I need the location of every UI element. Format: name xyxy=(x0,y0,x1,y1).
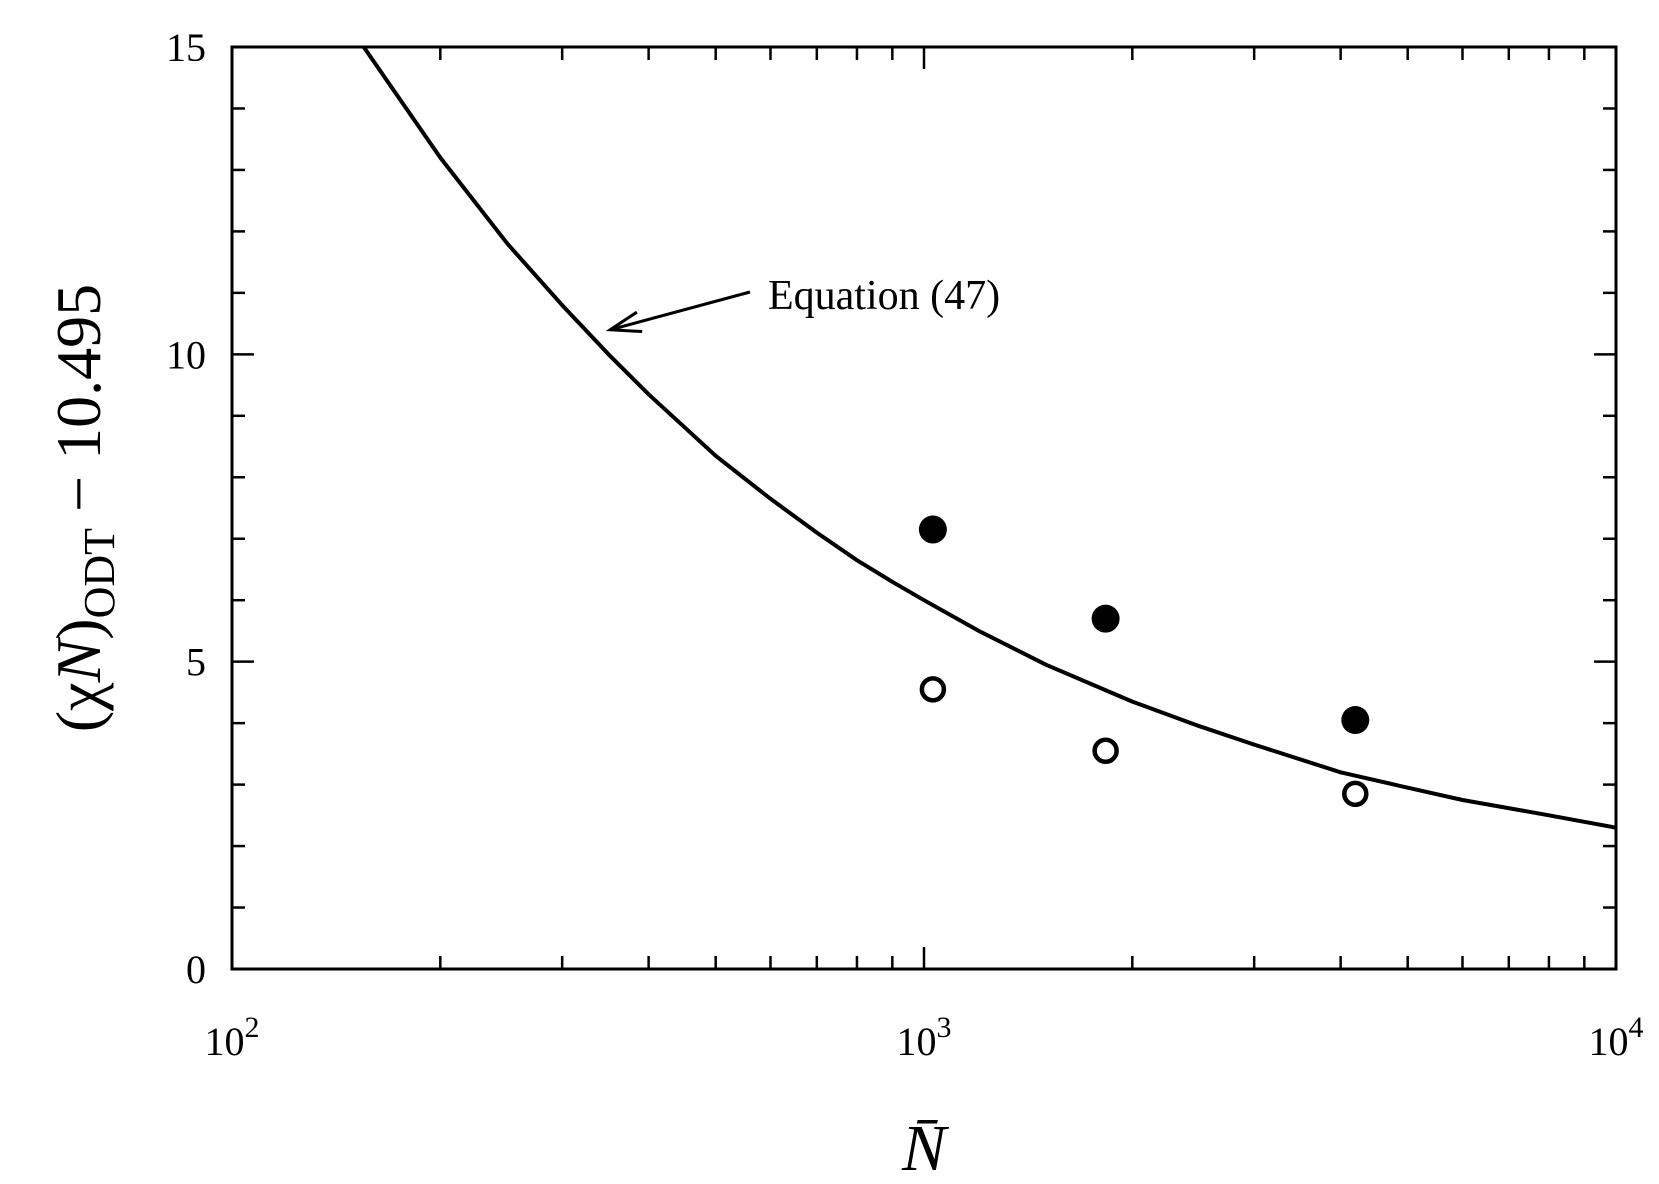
equation-curve xyxy=(362,47,1616,830)
y-axis-title-close: ) xyxy=(43,618,114,639)
y-axis-title-subscript: ODT xyxy=(75,528,124,619)
x-tick-label-exponent: 4 xyxy=(1629,1011,1644,1044)
x-tick-label-base: 10 xyxy=(205,1019,245,1064)
plot-frame xyxy=(230,45,1618,971)
annotation-arrow-head xyxy=(605,310,643,334)
annotation-arrow-shaft xyxy=(609,290,751,332)
y-axis-title-prefix: (χ xyxy=(43,682,114,732)
y-tick-label: 0 xyxy=(186,947,206,992)
y-tick-label: 5 xyxy=(186,640,206,685)
x-tick-label-base: 10 xyxy=(1589,1019,1629,1064)
y-tick-label: 10 xyxy=(166,332,206,377)
filled-data-point xyxy=(1341,706,1370,735)
x-tick-label-base: 10 xyxy=(897,1019,937,1064)
x-tick-label: 104 xyxy=(1589,1011,1644,1064)
y-axis-title: (χN)ODT − 10.495 xyxy=(43,284,124,732)
filled-data-point xyxy=(1091,604,1120,633)
y-axis-title-italic: N xyxy=(43,636,114,683)
open-data-point xyxy=(1342,780,1369,808)
filled-data-point xyxy=(918,515,947,544)
x-axis-title: N̄ xyxy=(901,1112,950,1184)
x-tick-label-exponent: 2 xyxy=(245,1011,260,1044)
x-tick-label-exponent: 3 xyxy=(937,1011,952,1044)
series-layer xyxy=(362,47,1616,830)
x-tick-label: 102 xyxy=(205,1011,260,1064)
x-tick-label: 103 xyxy=(897,1011,952,1064)
y-tick-label: 15 xyxy=(166,25,206,70)
axis-ticks xyxy=(230,45,1618,971)
equation-annotation-label: Equation (47) xyxy=(768,273,1000,319)
y-axis-title-suffix: − 10.495 xyxy=(43,284,114,528)
annotation-layer: Equation (47) xyxy=(605,273,1000,334)
open-data-point xyxy=(1092,737,1119,765)
open-data-point xyxy=(919,676,947,703)
